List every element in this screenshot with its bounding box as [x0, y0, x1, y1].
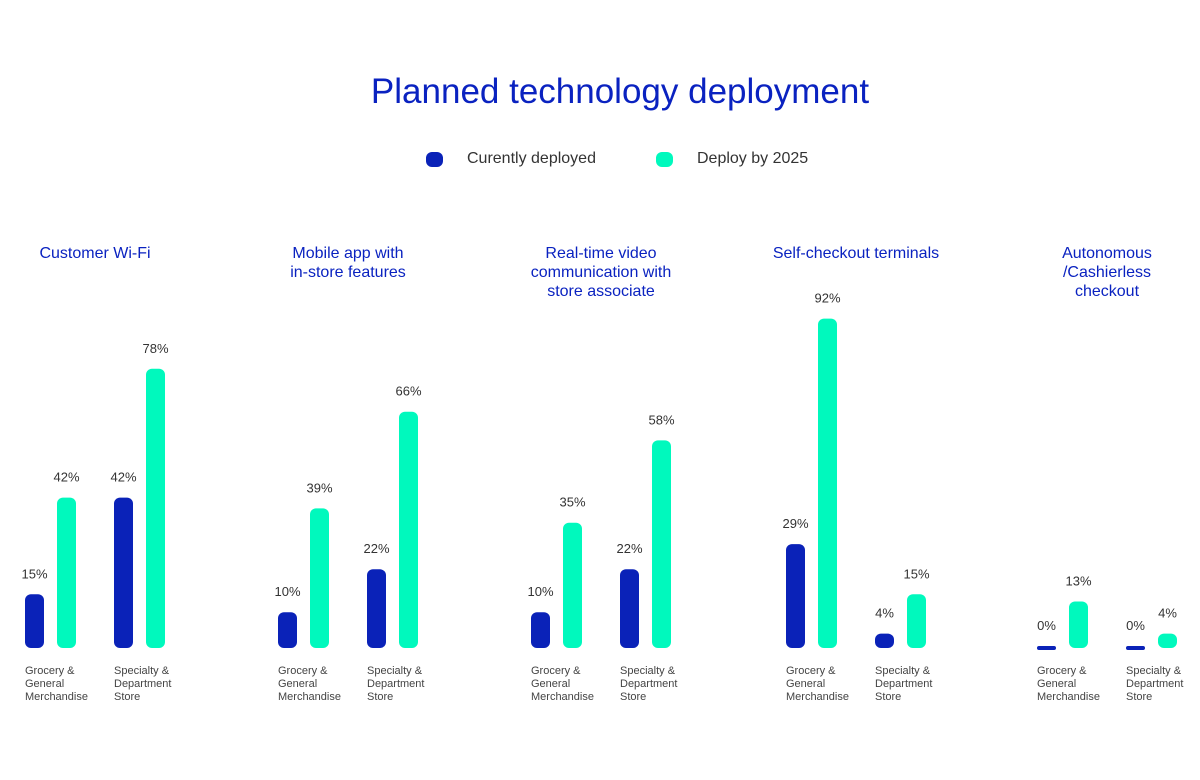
data-label: 10% [274, 584, 300, 599]
bar [310, 508, 329, 648]
legend-swatch [656, 151, 673, 167]
bar [531, 612, 550, 648]
chart-title: Planned technology deployment [370, 72, 870, 111]
bar [1126, 646, 1145, 650]
data-label: 13% [1065, 573, 1091, 588]
bar [1037, 646, 1056, 650]
data-label: 15% [21, 566, 47, 581]
category-label: Specialty & Department Store [875, 665, 933, 703]
category-label: Specialty & Department Store [620, 665, 678, 703]
legend-label: Deploy by 2025 [697, 150, 809, 167]
data-label: 15% [903, 566, 929, 581]
category-label: Grocery & General Merchandise [278, 665, 341, 703]
bar [1069, 601, 1088, 648]
category-label: Specialty & Department Store [367, 665, 425, 703]
data-label: 39% [306, 480, 332, 495]
data-label: 58% [648, 412, 674, 427]
data-label: 92% [814, 291, 840, 306]
data-label: 4% [875, 606, 894, 621]
bar [563, 522, 582, 648]
bar [278, 612, 297, 648]
category-label: Grocery & General Merchandise [786, 665, 849, 703]
data-label: 78% [142, 341, 168, 356]
data-label: 66% [395, 384, 421, 399]
legend-swatch [426, 151, 443, 167]
legend-item-deploy-2025: Deploy by 2025 [656, 150, 808, 168]
bar [57, 497, 76, 648]
bar [1158, 633, 1177, 648]
bar [146, 368, 165, 648]
bar [818, 318, 837, 648]
bar [652, 440, 671, 648]
data-label: 42% [53, 470, 79, 485]
bar [786, 544, 805, 648]
bar [367, 569, 386, 648]
bar [907, 594, 926, 648]
data-label: 22% [363, 541, 389, 556]
group-title: Customer Wi-Fi [39, 245, 151, 262]
legend-item-currently-deployed: Curently deployed [426, 150, 596, 168]
category-label: Specialty & Department Store [114, 665, 172, 703]
data-label: 35% [559, 495, 585, 510]
bar [114, 497, 133, 648]
category-label: Grocery & General Merchandise [1037, 665, 1100, 703]
group-title: Mobile app with in-store features [290, 245, 406, 281]
data-label: 42% [110, 470, 136, 485]
data-label: 0% [1126, 618, 1145, 633]
bar [620, 569, 639, 648]
data-label: 4% [1158, 606, 1177, 621]
bar [399, 411, 418, 648]
data-label: 0% [1037, 618, 1056, 633]
category-label: Grocery & General Merchandise [531, 665, 594, 703]
data-label: 22% [616, 541, 642, 556]
group-title: Autonomous /Cashierless checkout [1062, 245, 1152, 300]
category-label: Grocery & General Merchandise [25, 665, 88, 703]
data-label: 29% [782, 516, 808, 531]
group-title: Real-time video communication with store… [530, 245, 672, 300]
data-label: 10% [527, 584, 553, 599]
bar [25, 594, 44, 648]
legend-label: Curently deployed [467, 150, 596, 167]
group-title: Self-checkout terminals [772, 245, 940, 262]
category-label: Specialty & Department Store [1126, 665, 1184, 703]
bar [875, 633, 894, 648]
